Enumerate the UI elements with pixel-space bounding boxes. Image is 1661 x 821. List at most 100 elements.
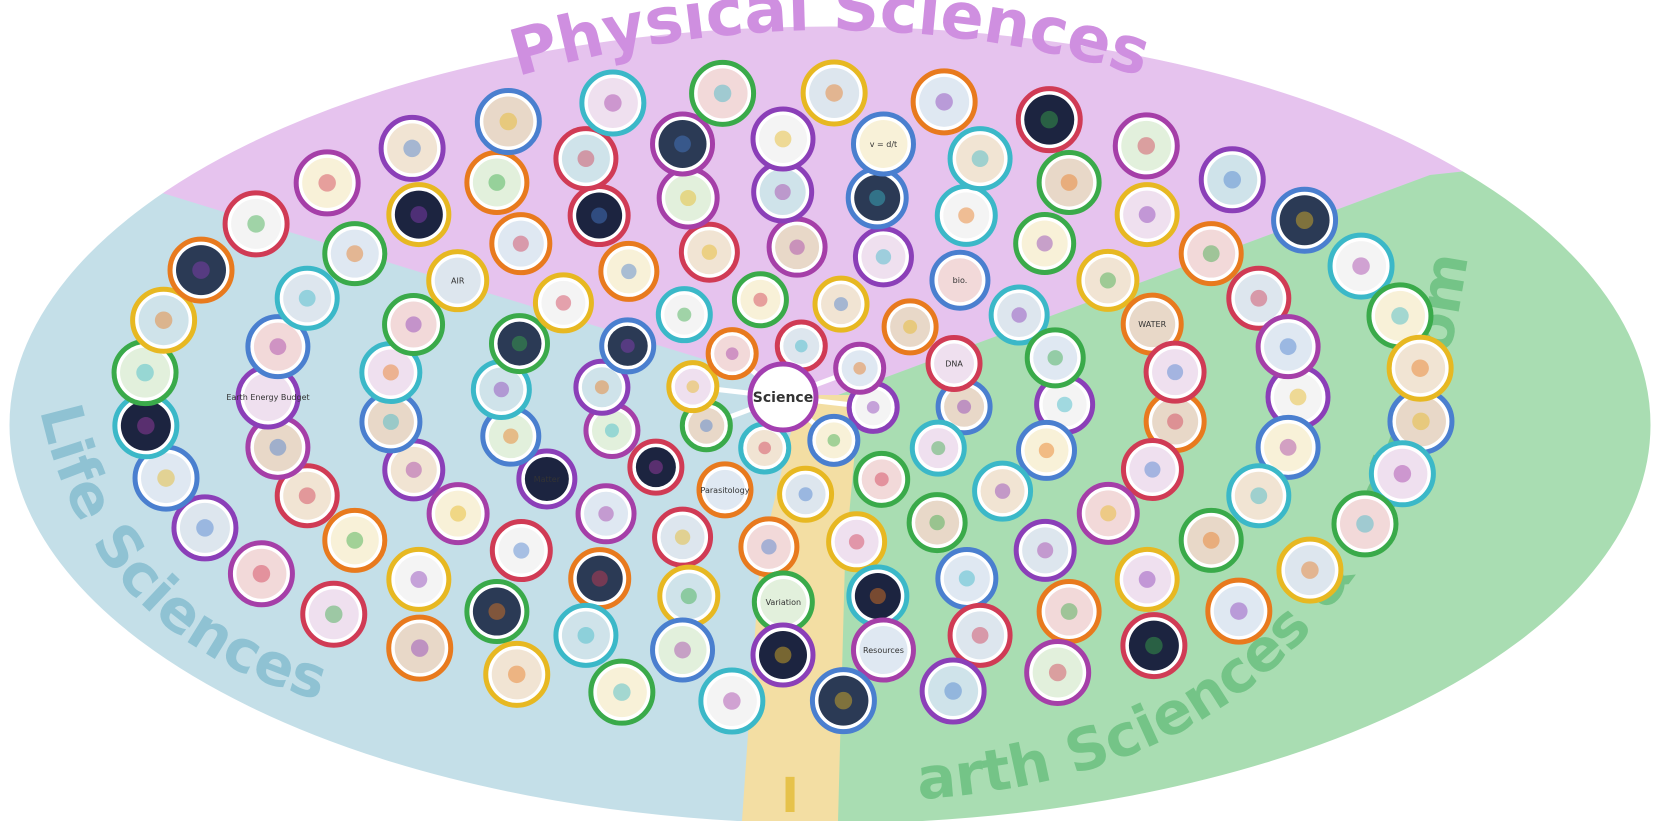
topic-node[interactable]: [809, 667, 877, 735]
topic-node[interactable]: [751, 160, 815, 224]
center-node[interactable]: Science: [747, 361, 819, 433]
topic-node[interactable]: [1327, 232, 1395, 300]
topic-node[interactable]: [480, 405, 542, 467]
topic-node[interactable]: [567, 184, 631, 248]
topic-node[interactable]: bio.: [929, 249, 991, 311]
topic-node[interactable]: [750, 106, 816, 172]
topic-node[interactable]: [1226, 265, 1292, 331]
topic-node[interactable]: [1112, 112, 1180, 180]
topic-node[interactable]: [1024, 638, 1092, 706]
topic-node[interactable]: [947, 126, 1013, 192]
topic-node[interactable]: [846, 380, 900, 434]
topic-node[interactable]: [852, 226, 914, 288]
topic-node[interactable]: [464, 149, 530, 215]
topic-node[interactable]: [689, 59, 757, 127]
topic-node[interactable]: [1276, 536, 1344, 604]
topic-node[interactable]: [1034, 373, 1096, 435]
topic-node[interactable]: [568, 547, 632, 611]
topic-node[interactable]: [853, 450, 911, 508]
topic-node[interactable]: [130, 286, 198, 354]
topic-node[interactable]: [386, 182, 452, 248]
topic-node[interactable]: [655, 286, 713, 344]
topic-node[interactable]: [906, 492, 968, 554]
topic-node[interactable]: [1198, 146, 1266, 214]
topic-node[interactable]: [1255, 414, 1321, 480]
topic-node[interactable]: [1205, 577, 1273, 645]
topic-node[interactable]: [750, 622, 816, 688]
topic-node[interactable]: v = d/t: [850, 111, 916, 177]
topic-node[interactable]: [627, 438, 685, 496]
topic-node[interactable]: [167, 236, 235, 304]
topic-node[interactable]: [489, 212, 553, 276]
topic-node[interactable]: [1013, 518, 1077, 582]
topic-node[interactable]: [1114, 182, 1180, 248]
topic-node[interactable]: [1178, 507, 1244, 573]
topic-node[interactable]: [1255, 314, 1321, 380]
topic-node[interactable]: [657, 564, 721, 628]
topic-node[interactable]: [738, 421, 792, 475]
topic-node[interactable]: [1076, 481, 1140, 545]
topic-node[interactable]: [112, 392, 180, 460]
topic-node[interactable]: [972, 460, 1034, 522]
topic-node[interactable]: [1265, 364, 1331, 430]
topic-node[interactable]: [1226, 463, 1292, 529]
topic-node[interactable]: [935, 546, 999, 610]
topic-node[interactable]: [800, 59, 868, 127]
topic-node[interactable]: [1271, 186, 1339, 254]
topic-node[interactable]: [909, 419, 967, 477]
topic-node[interactable]: [652, 506, 714, 568]
topic-node[interactable]: [846, 564, 910, 628]
topic-node[interactable]: [679, 399, 733, 453]
topic-node[interactable]: [1143, 340, 1207, 404]
topic-node[interactable]: [650, 111, 716, 177]
topic-node[interactable]: WATER: [1120, 292, 1184, 356]
topic-node[interactable]: [359, 390, 423, 454]
topic-node[interactable]: [553, 126, 619, 192]
topic-node[interactable]: [1016, 419, 1078, 481]
topic-node[interactable]: [386, 614, 454, 682]
topic-node[interactable]: [1368, 440, 1436, 508]
topic-node[interactable]: Parasitology: [696, 461, 754, 519]
topic-node[interactable]: [934, 183, 998, 247]
topic-node[interactable]: [245, 314, 311, 380]
topic-node[interactable]: [656, 166, 720, 230]
topic-node[interactable]: [1120, 438, 1184, 502]
topic-node[interactable]: [1178, 221, 1244, 287]
topic-node[interactable]: [1076, 248, 1140, 312]
topic-node[interactable]: [1036, 579, 1102, 645]
topic-node[interactable]: [705, 327, 759, 381]
topic-node[interactable]: [489, 519, 553, 583]
topic-node[interactable]: [171, 494, 239, 562]
topic-node[interactable]: [731, 271, 789, 329]
topic-node[interactable]: [322, 507, 388, 573]
topic-node[interactable]: [222, 190, 290, 258]
topic-node[interactable]: [738, 516, 800, 578]
topic-node[interactable]: [777, 465, 835, 523]
topic-node[interactable]: [1386, 334, 1454, 402]
topic-node[interactable]: [573, 358, 631, 416]
topic-node[interactable]: [1114, 546, 1180, 612]
topic-node[interactable]: [293, 149, 361, 217]
topic-node[interactable]: [111, 339, 179, 407]
topic-node[interactable]: Variation: [751, 570, 815, 634]
topic-node[interactable]: Resources: [850, 617, 916, 683]
topic-node[interactable]: [910, 68, 978, 136]
topic-node[interactable]: Matter: [516, 448, 578, 510]
topic-node[interactable]: [826, 511, 888, 573]
topic-node[interactable]: [1024, 327, 1086, 389]
topic-node[interactable]: [274, 463, 340, 529]
topic-node[interactable]: [807, 413, 861, 467]
topic-node[interactable]: [474, 88, 542, 156]
topic-node[interactable]: [227, 540, 295, 608]
topic-node[interactable]: [1366, 282, 1434, 350]
topic-node[interactable]: [947, 602, 1013, 668]
topic-node[interactable]: [464, 579, 530, 645]
topic-node[interactable]: [532, 272, 594, 334]
topic-node[interactable]: [386, 546, 452, 612]
topic-node[interactable]: [1013, 211, 1077, 275]
topic-node[interactable]: [812, 275, 870, 333]
topic-node[interactable]: [426, 482, 490, 546]
topic-node[interactable]: [588, 658, 656, 726]
topic-node[interactable]: [300, 580, 368, 648]
topic-node[interactable]: [1036, 149, 1102, 215]
